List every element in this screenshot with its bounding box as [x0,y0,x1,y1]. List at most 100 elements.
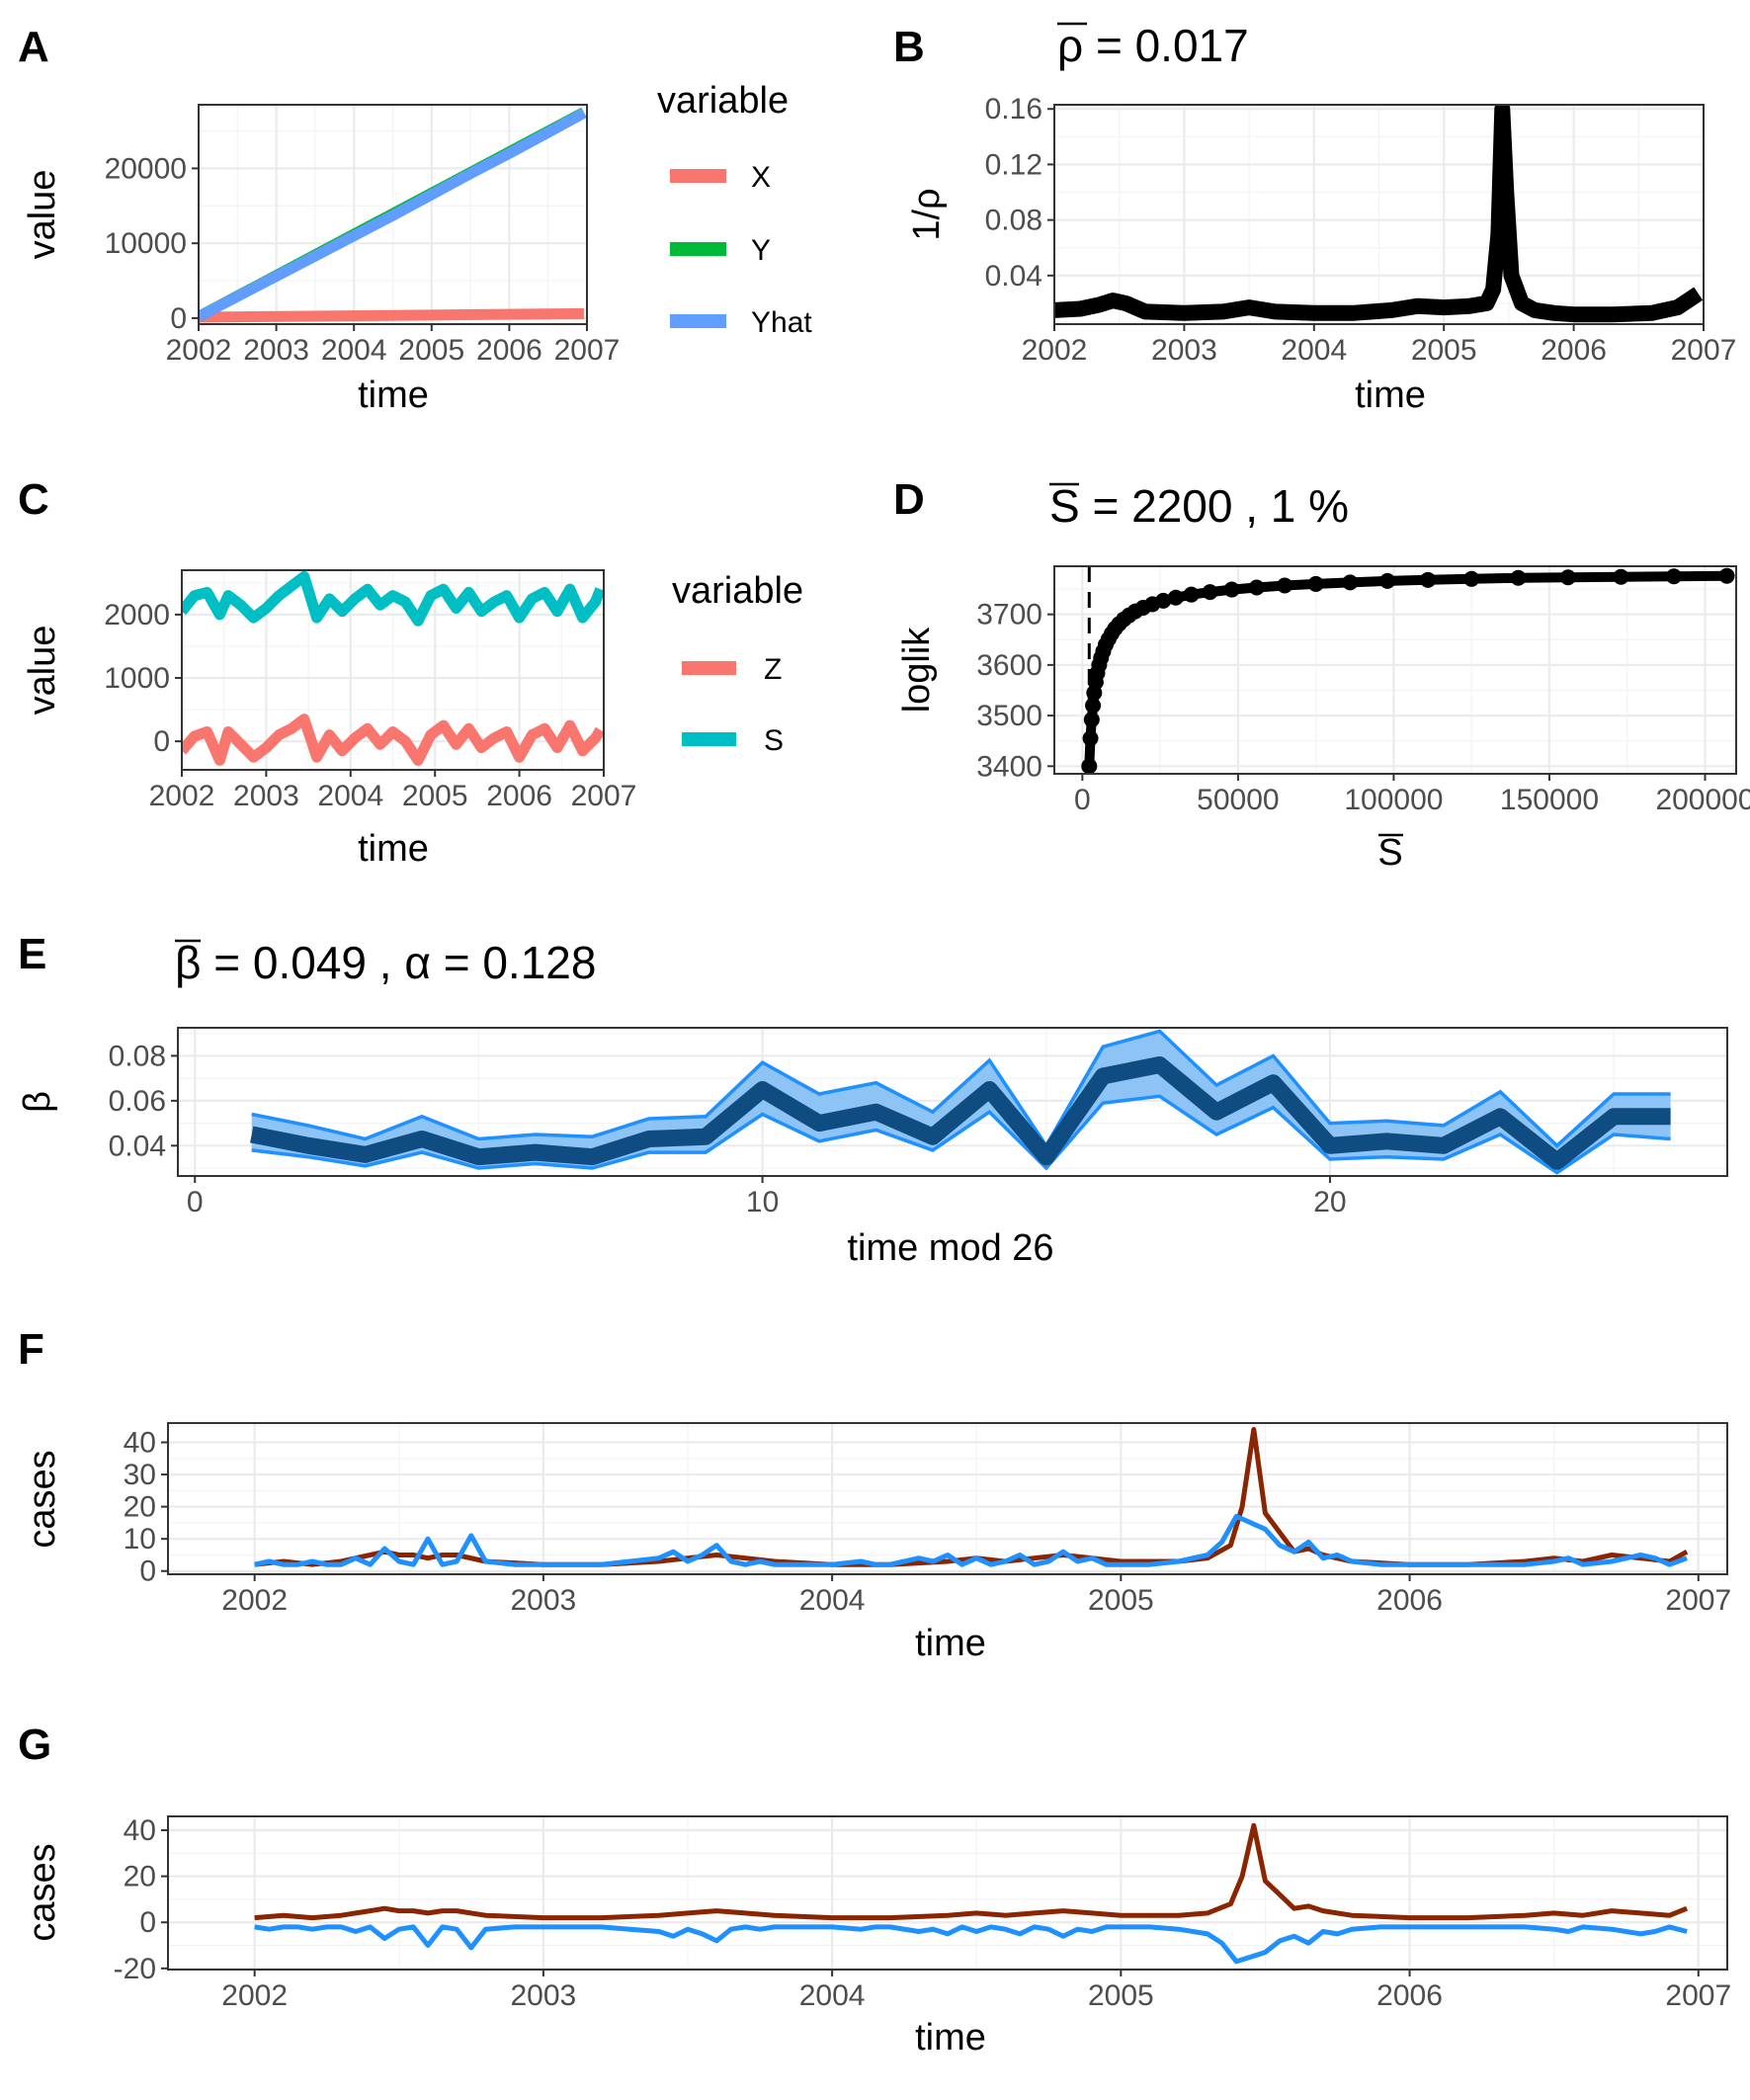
plot-frame [177,1027,1728,1177]
y-tick-label: 2000 [104,599,170,631]
y-axis-title: 1/ρ [906,188,948,240]
data-point [1510,569,1527,586]
x-tick-label: 2007 [1671,334,1737,367]
x-tick-label: 2007 [1665,1584,1731,1617]
x-tick-label: 50000 [1197,784,1279,816]
x-tick-label: 2005 [398,334,464,367]
ticks: 0 10 20 0.04 0.06 0.08 [109,1040,1347,1218]
legend: variable Z S [672,570,803,757]
legend-title: variable [657,80,789,122]
y-axis-title: β [17,1091,58,1113]
data-point [1155,592,1172,609]
gridlines [1054,566,1736,774]
y-tick-label: 0 [139,1555,156,1588]
panel-title: β = 0.049 , α = 0.128 [175,937,596,988]
series-line-x [199,307,584,323]
legend-label-yhat: Yhat [751,306,812,339]
data-point [1248,579,1265,596]
data-point [1082,730,1099,747]
data-point [1085,697,1102,714]
x-tick-label: 2002 [221,1979,288,2012]
data-point [1613,568,1629,585]
data-layer [250,1029,1671,1175]
data-point [1559,569,1576,586]
plot-background [168,1423,1727,1574]
x-tick-label: 2005 [402,780,468,812]
series-line-1 [254,1924,1688,1965]
gridlines [168,1816,1727,1970]
x-tick-label: 2004 [1281,334,1347,367]
y-tick-label: 30 [124,1459,156,1491]
data-layer [1054,105,1704,323]
x-axis-title: time [915,2017,986,2058]
x-tick-label: 150000 [1500,784,1599,816]
y-axis-title: value [22,170,63,260]
ticks: 2002 2003 2004 2005 2006 2007 -20 0 20 40 [114,1814,1732,2012]
ticks: 2002 2003 2004 2005 2006 2007 0 10000 20000 [105,152,621,367]
y-tick-label: 0.04 [985,260,1042,293]
x-tick-label: 2006 [476,334,542,367]
data-layer [254,1822,1689,1965]
plot-frame [167,1815,1728,1971]
data-point [1307,575,1324,592]
panel-letter: B [893,23,925,71]
y-tick-label: 3600 [976,649,1042,682]
y-tick-label: 20000 [105,152,187,185]
x-tick-label: 2004 [799,1584,866,1617]
x-axis-title: time [915,1623,986,1664]
y-axis-title: value [22,626,63,715]
panel-title: S = 2200 , 1 % [1049,480,1349,532]
data-layer [199,107,587,323]
data-point [1277,577,1293,594]
y-tick-label: 40 [124,1814,156,1847]
data-point [1083,712,1100,728]
y-tick-label: 0.04 [109,1130,166,1162]
x-tick-label: 2003 [511,1584,577,1617]
x-tick-label: 2006 [1376,1584,1443,1617]
series-line-z [182,714,604,766]
panel-title-group: S = 2200 , 1 % [1049,480,1349,532]
x-tick-label: 2007 [1665,1979,1731,2012]
series-line-0 [1054,105,1704,323]
x-tick-label: 2005 [1411,334,1477,367]
panel-G: G 2002 2003 2004 2005 2006 2007 -20 0 20 40 time cas… [18,1721,1731,2058]
x-tick-label: 2006 [1541,334,1607,367]
ticks: 2002 2003 2004 2005 2006 2007 0 1000 2000 [104,599,636,812]
data-point [1463,570,1480,587]
data-point [1081,758,1098,774]
x-tick-label: 2007 [571,780,637,812]
x-tick-label: 2005 [1088,1979,1154,2012]
legend-title: variable [672,570,803,612]
data-point [1665,568,1682,585]
series-line-s [182,570,604,627]
x-axis-title: S [1377,832,1402,874]
series-line-yhat [199,108,587,322]
ticks: 2002 2003 2004 2005 2006 2007 0.04 0.08 0.12 0.16 [985,93,1737,367]
panel-title-group: ρ = 0.017 [1057,20,1249,71]
data-point [1183,586,1200,603]
plot-frame [181,569,605,771]
data-point [1223,581,1240,598]
x-tick-label: 2006 [1376,1979,1443,2012]
plot-frame [1053,104,1705,325]
panel-letter: A [18,23,49,71]
panel-letter: C [18,475,49,524]
y-axis-title: cases [22,1843,63,1941]
y-tick-label: 20 [124,1861,156,1893]
legend: variable X Y Yhat [657,80,812,339]
y-tick-label: 1000 [104,662,170,695]
y-tick-label: 3500 [976,700,1042,732]
mean-line [250,1056,1671,1170]
panel-letter: D [893,475,925,524]
legend-label-z: Z [764,653,782,686]
y-axis-title: cases [22,1450,63,1548]
y-tick-label: 3700 [976,599,1042,631]
data-point [1420,571,1437,588]
series-line-1 [254,1513,1688,1567]
plot-frame [167,1422,1728,1575]
y-tick-label: 0.06 [109,1085,166,1118]
x-tick-label: 100000 [1344,784,1443,816]
data-layer [1081,566,1735,774]
